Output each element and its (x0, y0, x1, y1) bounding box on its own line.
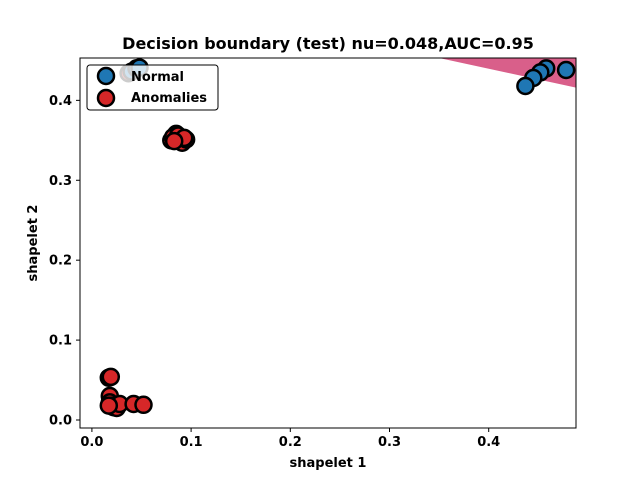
x-tick-label: 0.2 (279, 435, 302, 450)
legend: Normal Anomalies (86, 64, 219, 111)
x-tick-label: 0.1 (180, 435, 203, 450)
x-tick-label: 0.4 (477, 435, 500, 450)
data-point-normal (516, 76, 535, 96)
legend-box (86, 64, 219, 111)
y-tick-label: 0.2 (49, 254, 72, 269)
y-tick-label: 0.3 (49, 174, 72, 189)
data-point-anomalies (134, 395, 153, 415)
y-axis-label: shapelet 2 (26, 205, 41, 282)
legend-label-anomalies: Anomalies (131, 91, 207, 106)
y-tick-label: 0.1 (49, 334, 72, 349)
legend-label-normal: Normal (131, 70, 184, 85)
data-point-anomalies (99, 396, 119, 415)
plot-frame (79, 57, 577, 429)
y-axis-ticks: 0.0 0.1 0.2 0.3 0.4 (49, 94, 80, 429)
chart-title: Decision boundary (test) nu=0.048,AUC=0.… (122, 34, 534, 53)
x-axis-ticks: 0.0 0.1 0.2 0.3 0.4 (80, 428, 500, 450)
x-axis-label: shapelet 1 (290, 456, 367, 471)
x-tick-label: 0.0 (80, 435, 103, 450)
legend-marker-normal (96, 66, 116, 86)
y-tick-label: 0.0 (49, 414, 72, 429)
y-tick-label: 0.4 (49, 94, 72, 109)
data-point-normal (556, 60, 576, 80)
x-tick-label: 0.3 (378, 435, 401, 450)
data-point-anomalies (101, 367, 121, 387)
data-point-anomalies (164, 131, 184, 151)
legend-marker-anomalies (96, 88, 116, 108)
